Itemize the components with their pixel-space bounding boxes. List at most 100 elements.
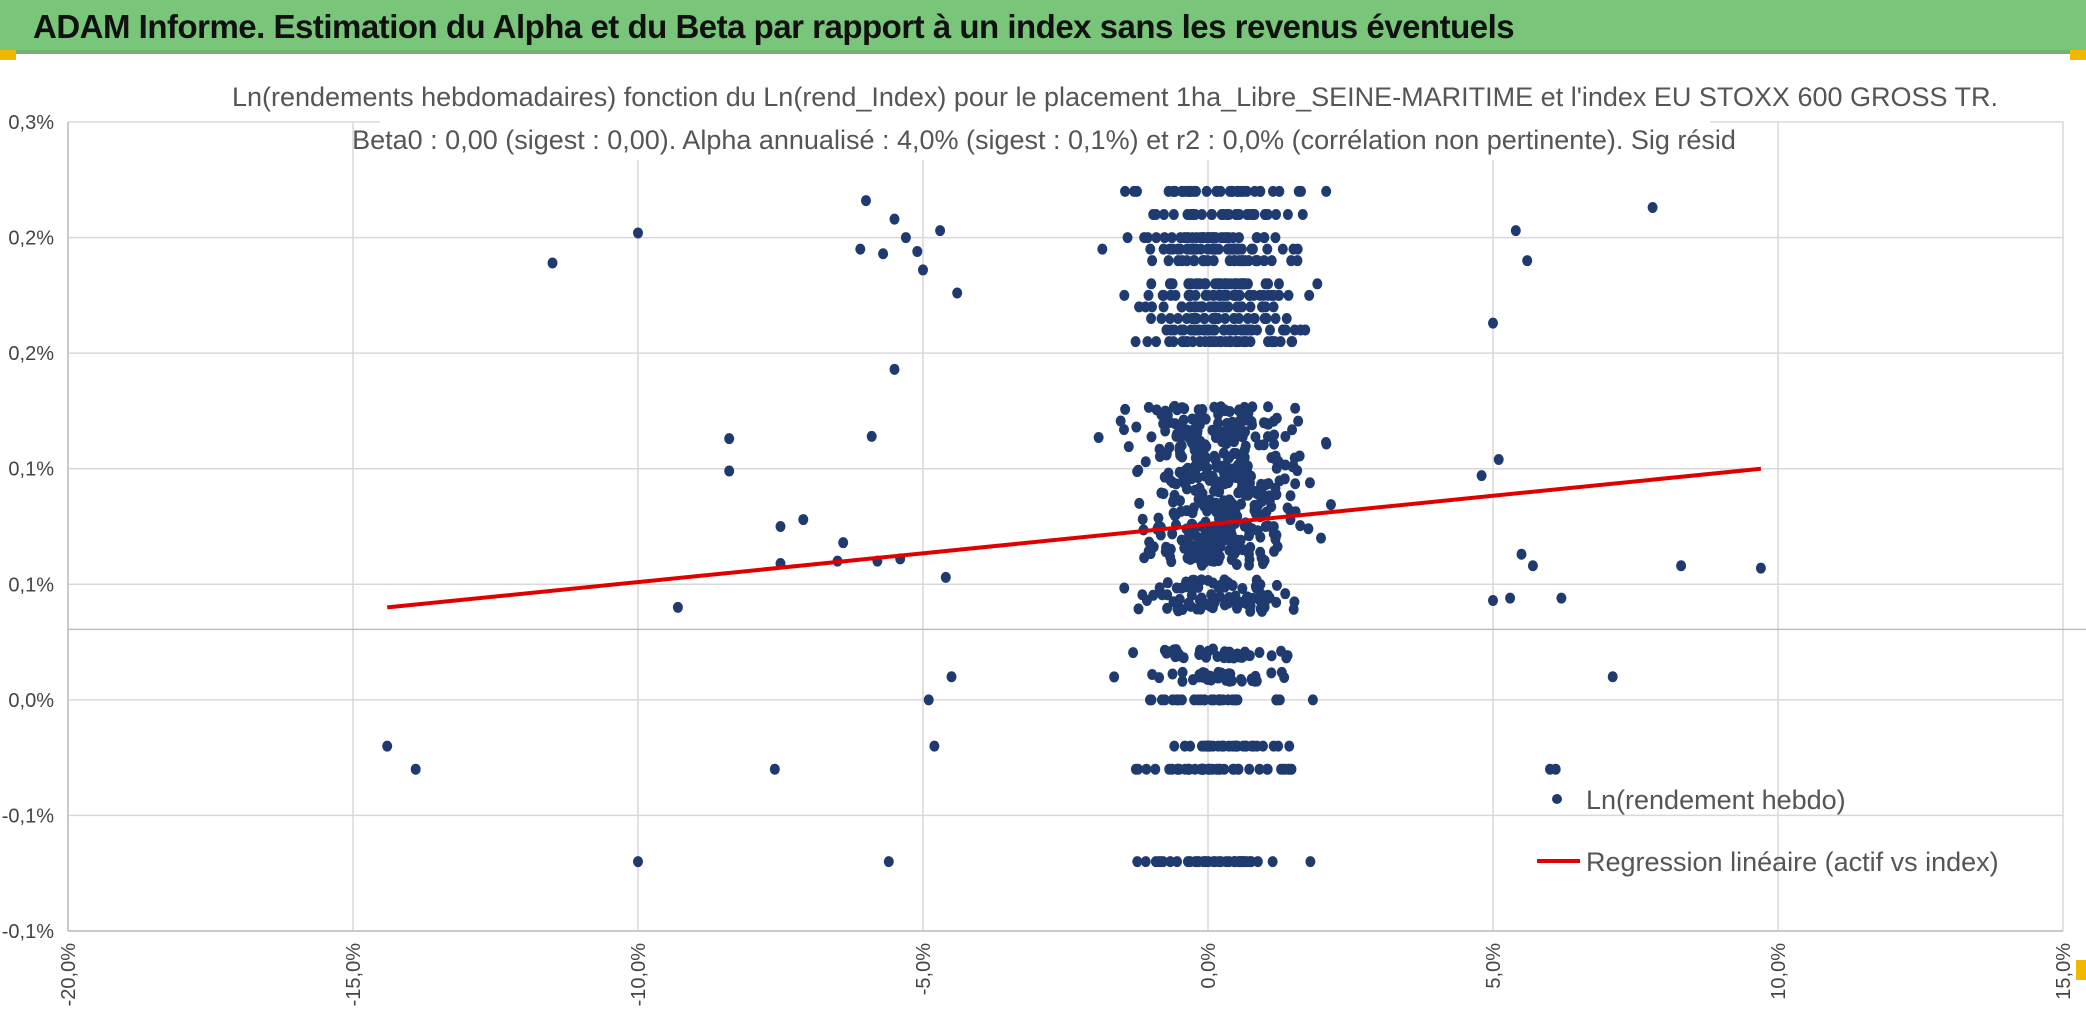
data-point <box>1247 243 1258 255</box>
data-point <box>1119 582 1130 594</box>
data-point <box>1206 674 1217 686</box>
data-point <box>1168 185 1179 197</box>
data-point <box>1201 651 1212 663</box>
data-point <box>1281 312 1292 324</box>
data-point <box>1132 856 1143 868</box>
data-point <box>1206 694 1217 706</box>
data-point <box>1293 415 1304 427</box>
data-point <box>1307 694 1318 706</box>
data-point <box>1505 592 1516 604</box>
y-tick-label: 0,1% <box>8 574 54 596</box>
data-point <box>1184 278 1195 290</box>
data-point <box>1162 602 1173 614</box>
data-point <box>1195 301 1206 313</box>
data-point <box>1218 580 1229 592</box>
data-point <box>1235 278 1246 290</box>
data-point <box>1209 476 1220 488</box>
data-point <box>1236 482 1247 494</box>
data-point <box>1150 763 1161 775</box>
data-point <box>1213 243 1224 255</box>
x-tick-label: 0,0% <box>1198 943 1220 989</box>
data-point <box>1129 185 1140 197</box>
data-point <box>1153 512 1164 524</box>
data-point <box>1208 336 1219 348</box>
data-point <box>1156 312 1167 324</box>
data-point <box>1269 545 1280 557</box>
data-point <box>1247 523 1258 535</box>
data-point <box>1185 740 1196 752</box>
data-point <box>1221 438 1232 450</box>
data-point <box>1225 278 1236 290</box>
data-point <box>1120 185 1131 197</box>
data-point <box>1254 647 1265 659</box>
x-tick-label: 15,0% <box>2053 943 2075 1000</box>
data-point <box>889 363 900 375</box>
data-point <box>1266 255 1277 267</box>
x-tick-label: 5,0% <box>1483 943 1505 989</box>
data-point <box>1236 675 1247 687</box>
data-point <box>1304 477 1315 489</box>
corner-accent-right <box>2070 50 2086 60</box>
data-point <box>900 232 911 244</box>
data-point <box>724 433 735 445</box>
data-point <box>1231 740 1242 752</box>
data-point <box>1177 666 1188 678</box>
data-point <box>1130 336 1141 348</box>
data-point <box>1181 483 1192 495</box>
data-point <box>1255 603 1266 615</box>
data-point <box>1192 694 1203 706</box>
data-point <box>1151 232 1162 244</box>
data-point <box>1259 232 1270 244</box>
data-point <box>1267 856 1278 868</box>
corner-accent-left <box>0 50 16 60</box>
data-point <box>1239 444 1250 456</box>
data-point <box>1115 415 1126 427</box>
data-point <box>1271 596 1282 608</box>
data-point <box>1254 763 1265 775</box>
x-tick-label: -20,0% <box>58 943 80 1007</box>
data-point <box>410 763 421 775</box>
data-point <box>1273 740 1284 752</box>
data-point <box>1237 582 1248 594</box>
data-point <box>1231 559 1242 571</box>
data-point <box>1289 452 1300 464</box>
data-point <box>1228 312 1239 324</box>
data-point <box>1220 312 1231 324</box>
data-point <box>1161 324 1172 336</box>
data-point <box>1207 208 1218 220</box>
data-point <box>1142 336 1153 348</box>
data-point <box>1260 479 1271 491</box>
y-tick-label: 0,2% <box>8 228 54 250</box>
data-point <box>1607 671 1618 683</box>
data-point <box>1158 301 1169 313</box>
data-point <box>1133 464 1144 476</box>
data-point <box>1320 437 1331 449</box>
data-point <box>1160 425 1171 437</box>
data-point <box>1280 588 1291 600</box>
data-point <box>1234 301 1245 313</box>
data-point <box>1134 497 1145 509</box>
data-point <box>1167 668 1178 680</box>
data-point <box>1230 336 1241 348</box>
data-point <box>1228 232 1239 244</box>
data-point <box>1175 243 1186 255</box>
data-point <box>1168 336 1179 348</box>
data-point <box>1162 577 1173 589</box>
data-point <box>1202 289 1213 301</box>
data-point <box>1169 400 1180 412</box>
data-point <box>1234 185 1245 197</box>
data-point <box>1242 278 1253 290</box>
data-point <box>1156 694 1167 706</box>
data-point <box>1192 856 1203 868</box>
data-point <box>1246 856 1257 868</box>
data-point <box>1527 560 1538 572</box>
data-point <box>1224 324 1235 336</box>
data-point <box>1228 465 1239 477</box>
title-mask <box>230 76 1850 116</box>
data-point <box>1241 466 1252 478</box>
data-point <box>1211 185 1222 197</box>
data-point <box>1156 487 1167 499</box>
data-point <box>1176 301 1187 313</box>
y-tick-label: 0,3% <box>8 112 54 134</box>
data-point <box>1233 763 1244 775</box>
